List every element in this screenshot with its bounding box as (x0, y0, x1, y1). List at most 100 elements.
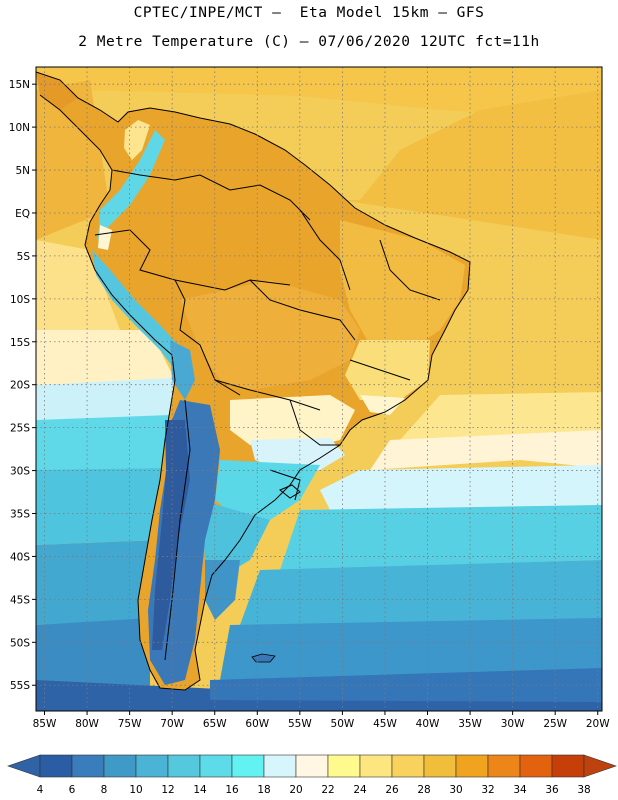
latitude-label: 5N (15, 165, 30, 177)
temperature-field (36, 67, 602, 711)
colorbar-swatch (391, 754, 425, 778)
latitude-label: 10N (9, 122, 30, 134)
latitude-label: 10S (10, 294, 30, 306)
longitude-label: 85W (33, 718, 57, 730)
pacific-band-22-24 (36, 240, 120, 330)
ecuador-highlands (98, 225, 112, 250)
colombia-highlands (124, 120, 150, 160)
brazil-state-border-4 (349, 359, 411, 381)
colorbar-swatch (103, 754, 137, 778)
pacific-band-18-20 (36, 378, 175, 420)
atlantic-band-18-20 (320, 465, 602, 510)
uruguay-border (289, 399, 340, 446)
latitude-label: EQ (15, 208, 30, 220)
colorbar-swatch (135, 754, 169, 778)
colorbar-label: 16 (225, 784, 239, 796)
pacific-band-10-12 (36, 540, 160, 625)
colorbar-label: 10 (129, 784, 142, 796)
map-frame (35, 66, 603, 712)
graticule (36, 67, 602, 711)
pacific-band-20-22 (36, 330, 175, 385)
longitude-label: 60W (245, 718, 269, 730)
central-america-area (36, 72, 78, 110)
colorbar-label: 14 (193, 784, 207, 796)
paraguay-south-brazil-area (230, 395, 355, 450)
colorbar-label: 32 (481, 784, 494, 796)
colorbar-label: 18 (257, 784, 270, 796)
longitude-label: 70W (160, 718, 184, 730)
latitude-label: 55S (10, 680, 30, 692)
caribbean-warm-band (36, 67, 602, 120)
latitude-label: 45S (10, 594, 30, 606)
la-plata-estuary (279, 484, 301, 499)
paraguay-border (214, 379, 321, 411)
colorbar-label: 36 (545, 784, 559, 796)
colorbar-high-arrow (583, 754, 617, 778)
pacific-band-14-16 (36, 415, 170, 470)
colorbar-swatch (231, 754, 265, 778)
colorbar-swatch (487, 754, 521, 778)
colorbar-label: 38 (577, 784, 590, 796)
colorbar-swatch (327, 754, 361, 778)
colorbar-label: 22 (321, 784, 334, 796)
colorbar-label: 8 (101, 784, 108, 796)
colorbar-label: 30 (449, 784, 462, 796)
latitude-label: 15N (9, 79, 30, 91)
colorbar-swatch (423, 754, 457, 778)
colorbar-label: 24 (353, 784, 367, 796)
atlantic-band-14-16 (280, 505, 602, 570)
map-title-line-1: CPTEC/INPE/MCT – Eta Model 15km – GFS (133, 5, 485, 21)
northeast-brazil-area (340, 220, 465, 350)
longitude-label: 20W (586, 718, 610, 730)
map-title-line-2: 2 Metre Temperature (C) – 07/06/2020 12U… (78, 34, 540, 50)
atlantic-band-10-12 (220, 618, 602, 680)
latitude-label: 30S (10, 466, 30, 478)
falkland-islands (251, 653, 276, 663)
colorbar-label: 12 (161, 784, 174, 796)
rio-de-la-plata (269, 469, 301, 501)
brazil-state-border-2 (299, 209, 351, 291)
southeast-brazil-area (345, 340, 430, 400)
latitude-label: 50S (10, 637, 30, 649)
pampas-area (215, 460, 320, 520)
uruguay-north-area (250, 438, 345, 470)
colorbar-label: 28 (417, 784, 430, 796)
atlantic-band-12-14 (240, 560, 602, 625)
longitude-label: 25W (543, 718, 567, 730)
bolivia-border (174, 279, 241, 396)
colorbar-label: 34 (513, 784, 527, 796)
longitude-labels: 85W 80W 75W 70W 65W 60W 55W 50W 45W 40W 35W 30W 25W 2… (33, 711, 610, 730)
latitude-label: 40S (10, 551, 30, 563)
colorbar-swatch (359, 754, 393, 778)
colorbar-swatch (295, 754, 329, 778)
colorbar-swatch (519, 754, 553, 778)
longitude-label: 30W (501, 718, 525, 730)
longitude-label: 80W (75, 718, 99, 730)
longitude-label: 55W (288, 718, 312, 730)
brazil-state-border-3 (379, 239, 441, 301)
longitude-label: 45W (373, 718, 397, 730)
northern-andes-cool-streak (98, 130, 165, 240)
colorbar-label: 26 (385, 784, 399, 796)
latitude-label: 20S (10, 380, 30, 392)
pacific-band-12-14 (36, 468, 165, 545)
colorbar: 4 6 8 10 12 14 16 18 20 22 24 26 28 30 32 34 36 38 (7, 754, 617, 796)
colorbar-swatch (167, 754, 201, 778)
chubut-area (205, 560, 240, 620)
longitude-label: 75W (118, 718, 142, 730)
peru-andes-cool-streak (92, 250, 178, 370)
colorbar-swatch (199, 754, 233, 778)
temperature-map: 15N 10N 5N EQ 5S 10S 15S 20S 25S 30S 35S 40S 45S 50S 5… (9, 66, 610, 730)
latitude-label: 5S (17, 251, 31, 263)
colorbar-label: 20 (289, 784, 302, 796)
chile-argentina-border (164, 399, 191, 661)
central-brazil-area (180, 280, 360, 390)
latitude-label: 25S (10, 423, 30, 435)
coastline (35, 71, 471, 691)
colorbar-low-arrow (7, 754, 41, 778)
andes-ridge-coldest (152, 420, 190, 650)
colorbar-swatches (7, 754, 617, 778)
latitude-label: 35S (10, 509, 30, 521)
latitude-label: 15S (10, 337, 30, 349)
longitude-label: 35W (458, 718, 482, 730)
